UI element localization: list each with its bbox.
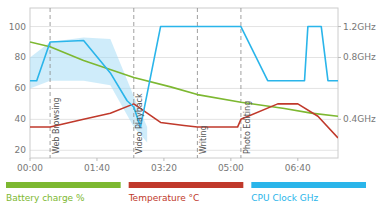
x-tick-label: 01:40 <box>84 163 110 173</box>
y2-tick-label: 0.4GHz <box>343 114 376 124</box>
series-line <box>30 104 338 138</box>
y2-tick-label: 1.2GHz <box>343 22 376 32</box>
series-line <box>30 42 338 116</box>
grid-line <box>30 150 338 151</box>
legend-label: CPU Clock GHz <box>251 193 318 203</box>
annotation-labels: Web Browsing Video Playback Writing Photo E… <box>52 93 252 154</box>
legend-label: Temperature °C <box>128 193 200 203</box>
annotation-label: Photo Editing <box>243 101 252 154</box>
y-tick-label: 100 <box>9 22 26 32</box>
x-tick-label: 06:40 <box>285 163 311 173</box>
x-tick <box>230 158 231 161</box>
plot-area <box>30 8 338 158</box>
annotation-label: Video Playback <box>135 93 144 154</box>
legend-label: Battery charge % <box>6 193 85 203</box>
plot-frame <box>30 8 338 158</box>
y2-tick-label: 0.8GHz <box>343 52 376 62</box>
annotation-line <box>133 8 134 158</box>
x-tick <box>297 158 298 161</box>
y-tick-label: 80 <box>15 52 27 62</box>
x-tick-label: 00:00 <box>17 163 43 173</box>
legend-swatch <box>129 182 244 188</box>
y-tick-label: 20 <box>15 145 27 155</box>
y2-tick <box>338 119 341 120</box>
y2-tick <box>338 57 341 58</box>
chart: 20 40 60 80 100 0.4GHz 0.8GHz 1.2GHz 00:00 01:40 0… <box>0 0 380 214</box>
annotation-line <box>50 8 51 158</box>
y-tick-label: 60 <box>15 83 27 93</box>
grid-line <box>30 119 338 120</box>
legend-swatch <box>251 182 366 188</box>
series-line <box>30 27 338 128</box>
x-tick <box>30 158 31 161</box>
x-tick <box>163 158 164 161</box>
x-tick-label: 03:20 <box>151 163 177 173</box>
annotation-label: Writing <box>199 125 208 154</box>
y-tick-label: 40 <box>15 114 27 124</box>
annotation-line <box>240 8 241 158</box>
y2-tick <box>338 26 341 27</box>
grid-line <box>30 88 338 89</box>
annotation-label: Web Browsing <box>52 97 61 154</box>
legend-swatch <box>6 182 121 188</box>
annotation-line <box>197 8 198 158</box>
x-tick <box>96 158 97 161</box>
x-tick-label: 05:00 <box>218 163 244 173</box>
